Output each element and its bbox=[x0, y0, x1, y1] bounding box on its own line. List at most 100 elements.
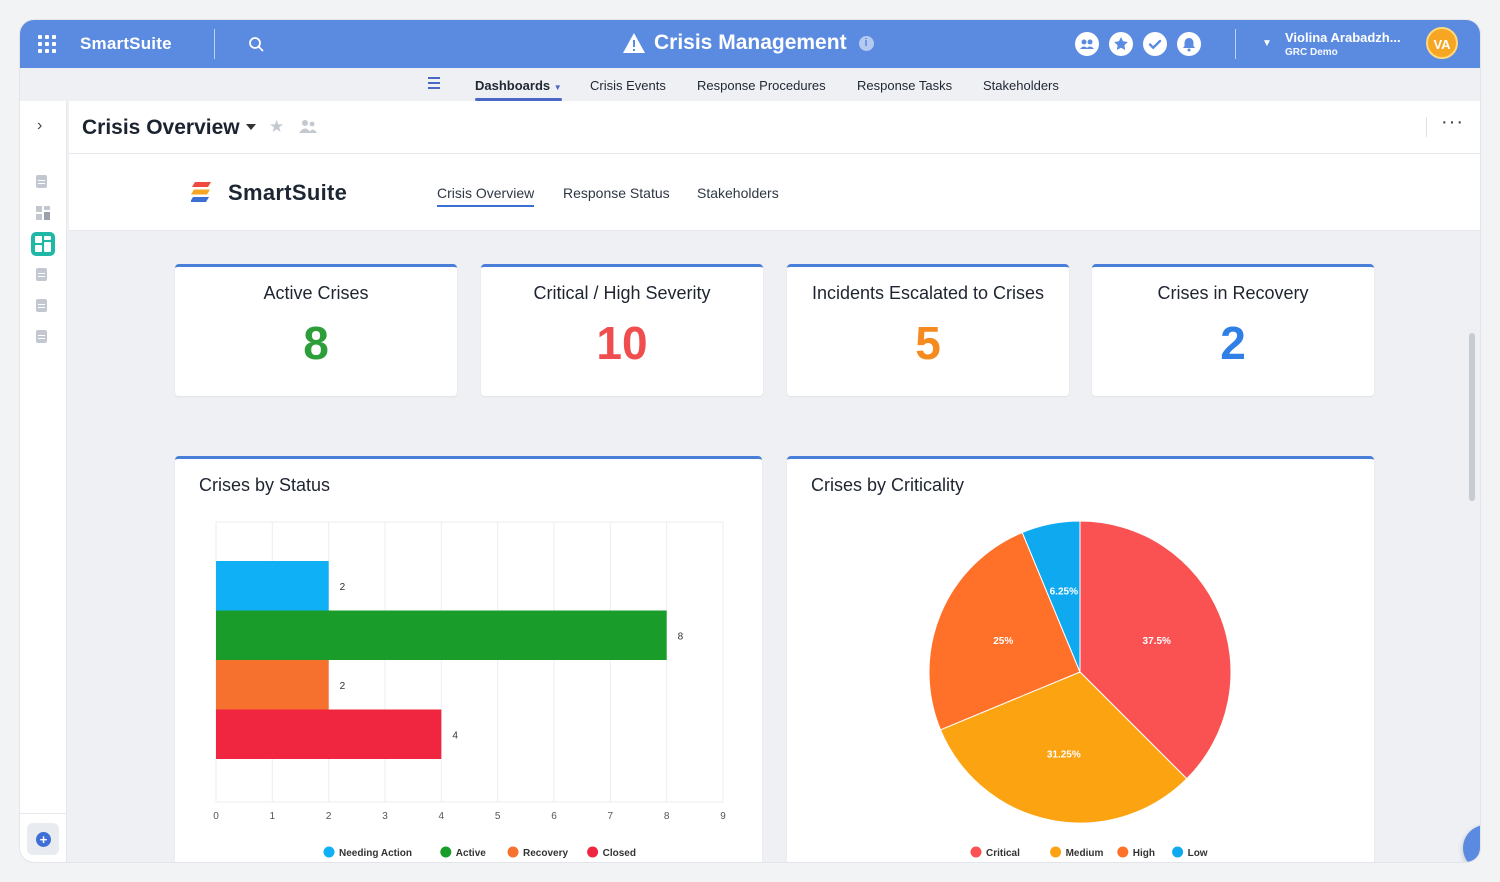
tab-dashboards[interactable]: Dashboards ▼ bbox=[475, 78, 562, 101]
subtab-stakeholders[interactable]: Stakeholders bbox=[697, 185, 779, 201]
dashboard-subnav: SmartSuite Crisis Overview Response Stat… bbox=[69, 154, 1480, 231]
legend-label: Critical bbox=[986, 848, 1020, 859]
chart-title: Crises by Status bbox=[199, 475, 331, 495]
menu-icon[interactable] bbox=[428, 77, 440, 92]
tab-crisis-events[interactable]: Crisis Events bbox=[590, 78, 666, 93]
members-icon[interactable] bbox=[1075, 32, 1099, 56]
kpi-card-critical-high: Critical / High Severity 10 bbox=[481, 264, 763, 396]
ai-assistant-button[interactable]: ✦ bbox=[1463, 825, 1480, 862]
expand-sidebar-icon[interactable]: › bbox=[37, 117, 43, 134]
legend-label: Recovery bbox=[523, 848, 568, 859]
logo-text: SmartSuite bbox=[228, 180, 348, 205]
kpi-value: 10 bbox=[596, 317, 648, 369]
kpi-card-recovery: Crises in Recovery 2 bbox=[1092, 264, 1374, 396]
search-icon[interactable] bbox=[248, 36, 264, 52]
slice-critical bbox=[1079, 520, 1232, 780]
dashboard-icon[interactable] bbox=[31, 232, 55, 256]
brand-name[interactable]: SmartSuite bbox=[80, 34, 172, 53]
more-options-icon[interactable]: ··· bbox=[1441, 111, 1464, 133]
app-title-text: Crisis Management bbox=[654, 31, 847, 54]
subtab-crisis-overview[interactable]: Crisis Overview bbox=[437, 185, 535, 207]
legend-label: Low bbox=[1188, 848, 1208, 859]
tab-response-procedures[interactable]: Response Procedures bbox=[697, 78, 826, 93]
warning-icon bbox=[623, 33, 645, 53]
x-tick-label: 3 bbox=[382, 811, 388, 822]
user-menu-caret-icon[interactable]: ▼ bbox=[1262, 38, 1272, 49]
bar-needing-action bbox=[216, 561, 329, 611]
legend-marker bbox=[440, 846, 452, 858]
document-icon[interactable] bbox=[36, 175, 50, 189]
slice-label: 25% bbox=[993, 636, 1013, 647]
kpi-value: 8 bbox=[303, 317, 329, 369]
app-window: SmartSuite Crisis Management i bbox=[20, 20, 1480, 862]
slice-label: 31.25% bbox=[1047, 749, 1081, 760]
info-icon[interactable]: i bbox=[858, 35, 874, 51]
layout-icon[interactable] bbox=[36, 206, 50, 220]
kpi-card-escalated: Incidents Escalated to Crises 5 bbox=[787, 264, 1069, 396]
subtab-response-status[interactable]: Response Status bbox=[563, 185, 670, 201]
kpi-label: Active Crises bbox=[263, 283, 369, 303]
avatar[interactable]: VA bbox=[1426, 27, 1458, 59]
app-launcher-icon[interactable] bbox=[38, 35, 56, 53]
legend-marker bbox=[323, 846, 335, 858]
bar-active bbox=[216, 610, 667, 660]
chevron-down-icon[interactable] bbox=[246, 124, 256, 130]
slice-label: 6.25% bbox=[1050, 587, 1078, 598]
legend-marker bbox=[507, 846, 519, 858]
favorite-star-icon[interactable]: ★ bbox=[269, 117, 285, 136]
chart-panel-criticality: 37.5% 31.25% 25% 6.25% Critical Medium High Low… bbox=[787, 456, 1374, 862]
top-bar: SmartSuite Crisis Management i bbox=[20, 20, 1480, 68]
data-label: 2 bbox=[340, 582, 346, 593]
document-icon[interactable] bbox=[36, 299, 50, 313]
x-tick-label: 1 bbox=[270, 811, 276, 822]
legend-marker bbox=[1117, 846, 1129, 858]
bell-icon[interactable] bbox=[1177, 32, 1201, 56]
kpi-label: Incidents Escalated to Crises bbox=[811, 283, 1045, 303]
smartsuite-logo-icon bbox=[191, 182, 211, 202]
legend-marker bbox=[1172, 846, 1184, 858]
x-tick-label: 7 bbox=[608, 811, 614, 822]
data-label: 2 bbox=[340, 681, 346, 692]
bar-chart: 0 1 2 3 4 5 6 7 8 9 2 8 2 4 Needing Action Active Recove… bbox=[213, 521, 726, 859]
legend-marker bbox=[1050, 846, 1062, 858]
add-view-button[interactable]: + bbox=[27, 823, 59, 855]
slice-low bbox=[1021, 520, 1081, 673]
x-tick-label: 5 bbox=[495, 811, 501, 822]
user-name[interactable]: Violina Arabadzh... bbox=[1285, 30, 1401, 45]
slice-label: 37.5% bbox=[1143, 636, 1171, 647]
x-tick-label: 0 bbox=[213, 811, 219, 822]
x-tick-label: 2 bbox=[326, 811, 332, 822]
divider bbox=[214, 29, 215, 59]
legend-label: High bbox=[1133, 848, 1155, 859]
pie-chart: 37.5% 31.25% 25% 6.25% Critical Medium High Low bbox=[928, 520, 1232, 859]
bar-recovery bbox=[216, 660, 329, 710]
legend-label: Closed bbox=[603, 848, 636, 859]
slice-medium bbox=[939, 671, 1188, 824]
data-label: 8 bbox=[678, 631, 684, 642]
divider bbox=[1235, 29, 1236, 59]
page-header: Crisis Overview ★ ··· bbox=[69, 101, 1480, 154]
x-tick-label: 9 bbox=[720, 811, 726, 822]
document-icon[interactable] bbox=[36, 268, 50, 282]
legend-label: Active bbox=[456, 848, 486, 859]
workspace-name: GRC Demo bbox=[1285, 47, 1338, 58]
scrollbar[interactable] bbox=[1469, 333, 1475, 501]
kpi-label: Critical / High Severity bbox=[533, 283, 711, 303]
app-title: Crisis Management i bbox=[622, 31, 874, 55]
document-icon[interactable] bbox=[36, 330, 50, 344]
kpi-card-active-crises: Active Crises 8 bbox=[175, 264, 457, 396]
page-title[interactable]: Crisis Overview bbox=[82, 116, 240, 139]
legend-label: Needing Action bbox=[339, 848, 412, 859]
share-users-icon[interactable] bbox=[299, 119, 317, 136]
x-tick-label: 4 bbox=[439, 811, 445, 822]
tab-response-tasks[interactable]: Response Tasks bbox=[857, 78, 953, 93]
legend-marker bbox=[970, 846, 982, 858]
tab-stakeholders[interactable]: Stakeholders bbox=[983, 78, 1059, 93]
chart-title: Crises by Criticality bbox=[811, 475, 965, 495]
main-area: Crisis Overview ★ ··· SmartSuite Crisis … bbox=[69, 101, 1480, 862]
data-label: 4 bbox=[452, 730, 458, 741]
star-icon[interactable] bbox=[1109, 32, 1133, 56]
sidebar: › + bbox=[20, 101, 67, 862]
check-icon[interactable] bbox=[1143, 32, 1167, 56]
x-tick-label: 8 bbox=[664, 811, 670, 822]
